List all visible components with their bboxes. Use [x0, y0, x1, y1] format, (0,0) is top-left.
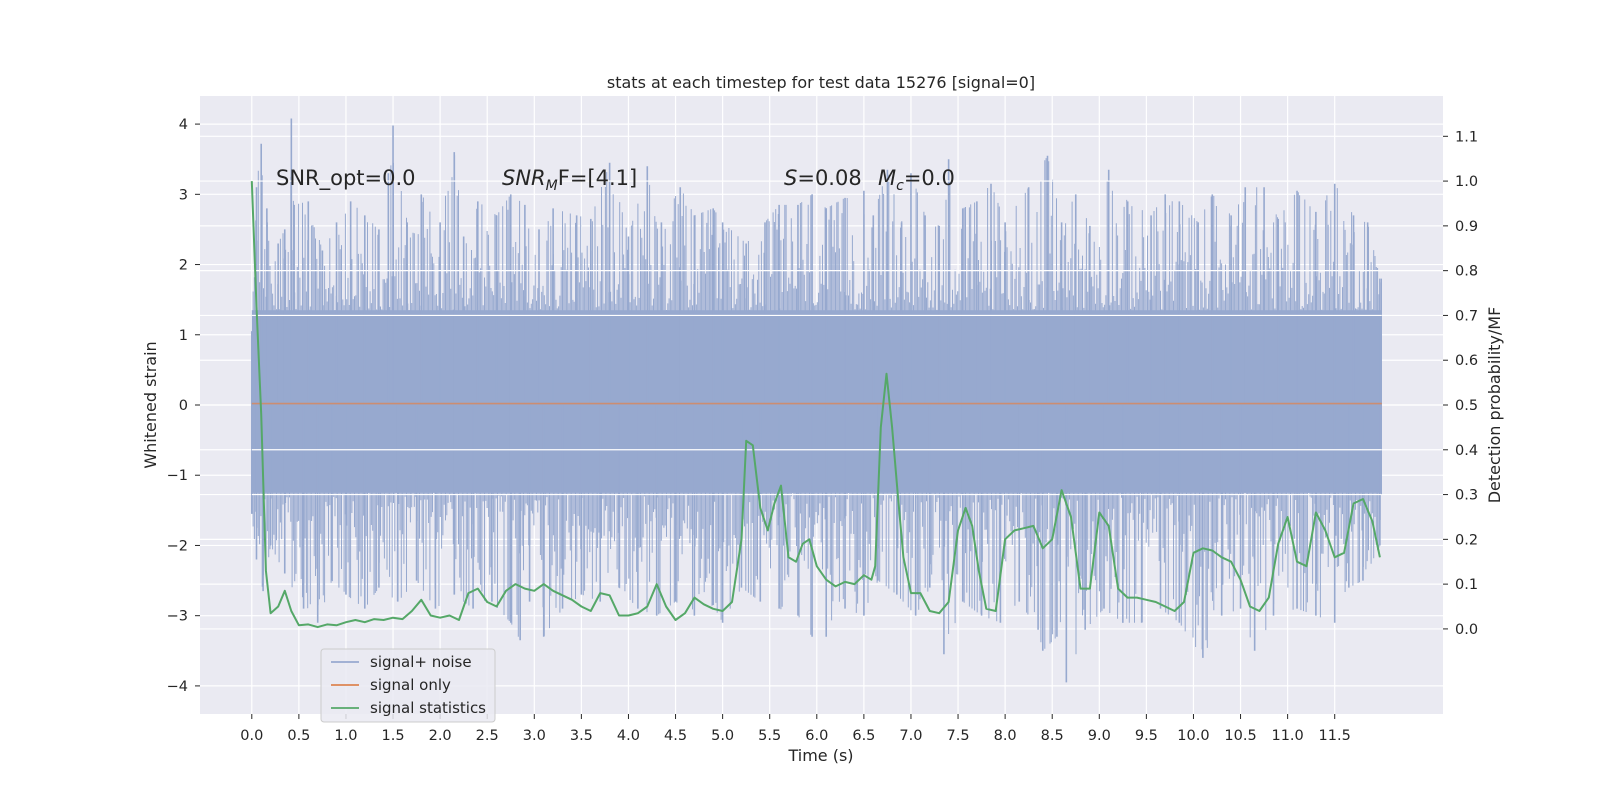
y2-tick-label: 0.3	[1455, 488, 1478, 504]
x-tick-label: 9.0	[1088, 728, 1111, 744]
mc-value: =0.0	[904, 166, 955, 190]
snr-mf-sub: M	[546, 178, 558, 194]
y2-tick-label: 0.2	[1455, 532, 1478, 548]
snr-mf-rest: F=[4.1]	[558, 166, 637, 190]
legend-label-signal-only: signal only	[370, 676, 451, 694]
x-tick-label: 1.5	[382, 728, 405, 744]
x-tick-label: 9.5	[1135, 728, 1158, 744]
y2-tick-label: 0.8	[1455, 264, 1478, 280]
y-tick-label: 4	[179, 117, 188, 133]
signal-statistics-line	[250, 181, 1381, 629]
x-tick-label: 6.5	[852, 728, 875, 744]
snr-mf-base: SNR	[502, 166, 546, 190]
y2-tick-label: 0.9	[1455, 219, 1478, 235]
annotation-snr-opt: SNR_opt=0.0	[276, 166, 416, 191]
x-tick-label: 2.5	[476, 728, 499, 744]
s-value: =0.08	[797, 166, 861, 190]
y-tick-label: −3	[167, 609, 188, 625]
y2-tick-label: 0.0	[1455, 622, 1478, 638]
x-tick-label: 10.0	[1177, 728, 1209, 744]
x-tick-label: 7.5	[947, 728, 970, 744]
y-tick-label: 3	[179, 187, 188, 203]
y-tick-label: 2	[179, 258, 188, 274]
y2-tick-label: 1.1	[1455, 129, 1478, 145]
y-axis-left: 4 3 2 1 0 −1 −2 −3 −4	[167, 117, 200, 695]
annotation-snr-mf: SNRMF=[4.1]	[502, 166, 637, 194]
x-tick-label: 2.0	[429, 728, 452, 744]
x-tick-label: 4.0	[617, 728, 640, 744]
x-tick-label: 10.5	[1224, 728, 1256, 744]
y2-tick-label: 0.4	[1455, 443, 1478, 459]
stats-series	[250, 181, 1381, 629]
chart-title: stats at each timestep for test data 152…	[607, 73, 1035, 92]
y2-axis-label: Detection probability/MF	[1485, 307, 1504, 504]
x-tick-label: 8.5	[1041, 728, 1064, 744]
y-tick-label: −1	[167, 468, 188, 484]
x-tick-label: 11.5	[1319, 728, 1351, 744]
mc-sub: c	[896, 178, 904, 194]
annotation-s: S=0.08	[784, 166, 862, 190]
x-tick-label: 0.5	[287, 728, 310, 744]
x-tick-label: 7.0	[899, 728, 922, 744]
x-tick-label: 3.5	[570, 728, 593, 744]
x-tick-label: 1.0	[334, 728, 357, 744]
s-label: S	[784, 166, 797, 190]
y2-tick-label: 0.6	[1455, 353, 1478, 369]
y2-tick-label: 1.0	[1455, 174, 1478, 190]
legend-label-noise: signal+ noise	[370, 653, 472, 671]
x-tick-label: 11.0	[1271, 728, 1303, 744]
y2-tick-label: 0.1	[1455, 577, 1478, 593]
x-tick-label: 3.0	[523, 728, 546, 744]
annotation-mc: Mc=0.0	[878, 166, 955, 194]
y-tick-label: −2	[167, 538, 188, 554]
y-tick-label: −4	[167, 679, 188, 695]
x-tick-label: 5.5	[758, 728, 781, 744]
x-tick-label: 8.0	[994, 728, 1017, 744]
y2-tick-label: 0.7	[1455, 308, 1478, 324]
legend-box	[320, 648, 496, 723]
y-tick-label: 0	[179, 398, 188, 414]
legend-label-signal-statistics: signal statistics	[370, 699, 486, 717]
x-tick-label: 0.0	[240, 728, 263, 744]
y2-tick-label: 0.5	[1455, 398, 1478, 414]
mc-base: M	[878, 166, 896, 190]
x-tick-label: 5.0	[711, 728, 734, 744]
x-tick-label: 4.5	[664, 728, 687, 744]
y-axis-right: 1.1 1.0 0.9 0.8 0.7 0.6 0.5 0.4 0.3 0.2 0.1 0.0	[1443, 129, 1478, 638]
y-tick-label: 1	[179, 328, 188, 344]
x-tick-label: 6.0	[805, 728, 828, 744]
y-axis-label: Whitened strain	[141, 341, 160, 468]
x-axis: 0.0 0.5 1.0 1.5 2.0 2.5 3.0 3.5 4.0 4.5 5.0 5.5 6.0 6…	[240, 714, 1351, 744]
x-axis-label: Time (s)	[787, 746, 853, 765]
legend: signal+ noise signal only signal statist…	[320, 648, 496, 723]
